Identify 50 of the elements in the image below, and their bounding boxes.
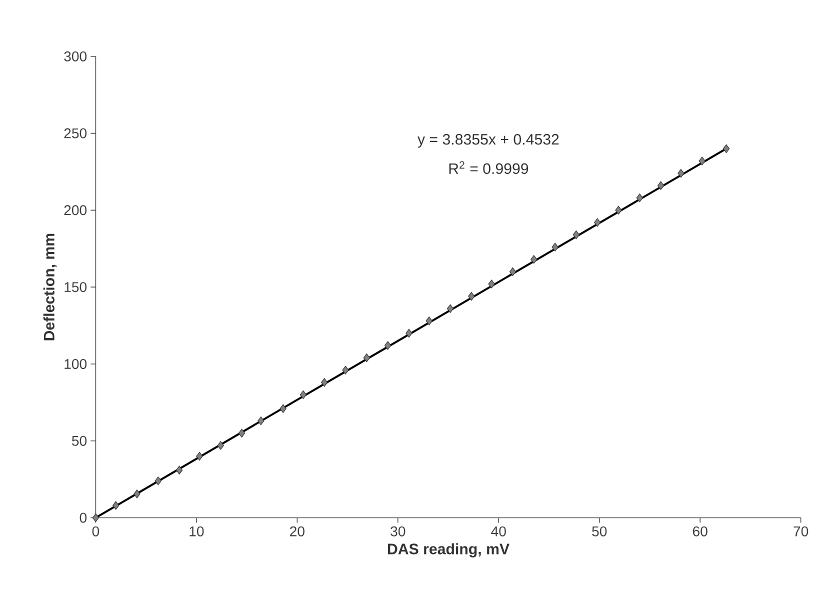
point (92, 513, 100, 522)
point (615, 206, 622, 214)
y-axis-title: Deflection, mm (43, 234, 57, 340)
x-tick-label: 60 (692, 526, 708, 536)
point (468, 292, 475, 300)
point (363, 353, 370, 362)
point (446, 304, 454, 313)
point (509, 267, 516, 276)
y-tick-label: 0 (80, 512, 87, 523)
point (258, 416, 264, 426)
point (636, 193, 643, 202)
y-tick-label: 150 (64, 282, 87, 292)
y-tick-label: 200 (64, 205, 87, 216)
point (552, 242, 558, 252)
x-tick-label: 10 (190, 526, 204, 536)
point (342, 366, 349, 374)
annotation: R$^{2}$ = 0.9999 (449, 161, 528, 174)
point (112, 500, 120, 510)
point (134, 489, 140, 498)
point (154, 476, 162, 486)
x-tick-label: 30 (390, 526, 406, 536)
point (572, 230, 580, 239)
x-tick-label: 70 (794, 526, 808, 536)
point (657, 181, 664, 190)
x-tick-label: 0 (92, 526, 100, 536)
point (176, 466, 183, 474)
x-tick-label: 50 (592, 526, 607, 536)
y-tick-label: 100 (64, 358, 87, 369)
point (384, 341, 392, 350)
point (594, 218, 601, 227)
point (488, 280, 495, 288)
y-tick-label: 50 (72, 436, 87, 446)
point (426, 316, 432, 326)
point (217, 440, 224, 450)
point (300, 390, 307, 399)
point (698, 156, 706, 166)
y-tick-label: 300 (64, 51, 87, 62)
point (530, 254, 538, 264)
x-tick-label: 20 (290, 526, 304, 536)
x-tick-label: 40 (491, 526, 506, 536)
point (321, 378, 328, 387)
point (406, 328, 412, 338)
point (722, 144, 730, 153)
point (238, 428, 246, 438)
point (678, 168, 684, 178)
y-tick-label: 250 (64, 128, 87, 138)
x-axis-title: DAS reading, mV (388, 543, 510, 558)
annotation: y = 3.8355x + 0.4532 (418, 134, 559, 148)
point (196, 452, 203, 460)
point (280, 404, 286, 413)
